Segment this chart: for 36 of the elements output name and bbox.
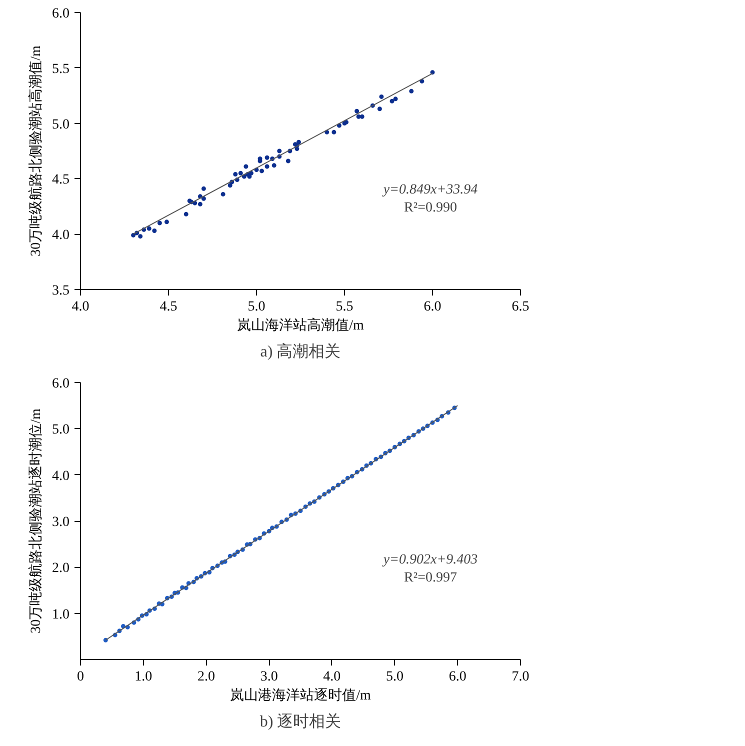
x-tick-label: 5.0 — [386, 670, 404, 684]
x-tick-label: 7.0 — [512, 670, 530, 684]
y-tick-label: 4.0 — [52, 468, 70, 484]
x-tick-label: 6.0 — [424, 300, 442, 314]
y-tick-label: 6.0 — [52, 6, 70, 22]
y-tick-label: 6.0 — [52, 376, 70, 392]
x-axis-title: 岚山海洋站高潮值/m — [237, 318, 364, 334]
y-axis-title: 30万吨级航路北侧验潮站逐时潮位/m — [28, 408, 44, 634]
y-tick-label: 4.0 — [52, 228, 70, 244]
x-tick-label: 4.0 — [72, 300, 90, 314]
x-tick-label: 0 — [77, 670, 84, 684]
x-tick-label: 5.0 — [248, 300, 266, 314]
x-tick-label: 6.5 — [512, 300, 530, 314]
x-axis-title: 岚山港海洋站逐时值/m — [230, 688, 371, 704]
y-tick-label: 3.5 — [52, 284, 70, 298]
x-tick-label: 1.0 — [134, 670, 152, 684]
y-tick-label: 5.5 — [52, 62, 70, 77]
y-tick-label: 2.0 — [52, 561, 70, 576]
text: b) 逐时相关 — [260, 712, 342, 730]
x-tick-label: 5.5 — [336, 300, 354, 314]
x-tick-label: 3.0 — [260, 670, 278, 684]
y-tick-label: 4.5 — [52, 172, 70, 188]
y-tick-label: 5.0 — [52, 117, 70, 132]
y-tick-label: 3.0 — [52, 515, 70, 530]
x-tick-label: 4.0 — [323, 670, 341, 684]
x-tick-label: 6.0 — [448, 670, 466, 684]
x-tick-label: 4.5 — [160, 300, 178, 314]
text: a) 高潮相关 — [260, 342, 341, 360]
annotation: R²=0.997 — [404, 570, 457, 586]
annotation: R²=0.990 — [404, 200, 457, 216]
y-tick-label: 5.0 — [52, 422, 70, 438]
annotation: y=0.902x+9.403 — [381, 552, 478, 568]
y-tick-label: 1.0 — [52, 607, 70, 622]
x-tick-label: 2.0 — [197, 670, 215, 684]
y-axis-title: 30万吨级航路北侧验潮站高潮值/m — [28, 46, 44, 256]
annotation: y=0.849x+33.94 — [381, 182, 478, 198]
